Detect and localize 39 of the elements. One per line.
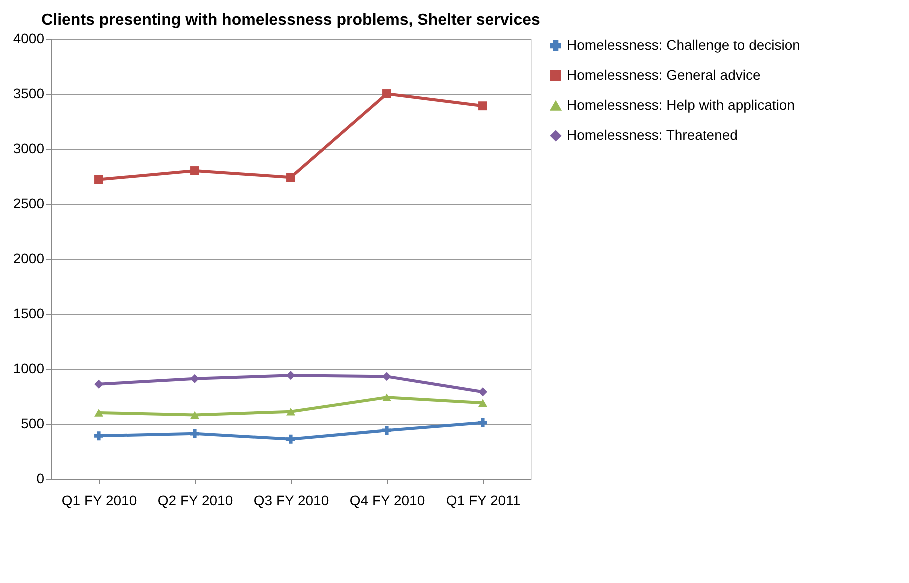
y-tick-label: 1000 xyxy=(13,360,45,376)
point xyxy=(382,394,392,402)
point xyxy=(286,408,296,416)
point xyxy=(94,409,104,417)
point xyxy=(94,175,104,184)
y-tick-label: 4000 xyxy=(13,30,45,46)
point xyxy=(286,434,296,444)
x-tick-label: Q2 FY 2010 xyxy=(158,492,234,508)
y-tick-label: 1500 xyxy=(13,306,45,322)
point xyxy=(190,429,200,438)
x-tick-label: Q4 FY 2010 xyxy=(350,492,426,508)
legend-label: Homelessness: Threatened xyxy=(567,127,738,143)
x-tick-label: Q3 FY 2010 xyxy=(254,492,330,508)
point xyxy=(382,426,392,436)
point xyxy=(94,380,104,389)
y-tick-label: 0 xyxy=(36,470,45,486)
legend-label: Homelessness: Challenge to decision xyxy=(567,37,800,53)
point xyxy=(286,371,296,380)
point xyxy=(478,388,488,397)
point xyxy=(382,90,392,98)
point xyxy=(190,411,200,420)
x-tick-label: Q1 FY 2010 xyxy=(62,492,138,508)
x-tick-label: Q1 FY 2011 xyxy=(446,492,521,508)
point xyxy=(382,372,392,382)
y-tick-label: 2000 xyxy=(13,250,45,266)
point xyxy=(190,166,200,176)
y-tick-label: 500 xyxy=(21,416,45,432)
y-tick-label: 2500 xyxy=(13,196,45,212)
chart-title: Clients presenting with homelessness problems, Shelter services xyxy=(42,12,541,29)
y-tick-label: 3000 xyxy=(13,140,45,156)
point xyxy=(478,102,488,111)
point xyxy=(286,173,296,182)
point xyxy=(94,432,104,441)
point xyxy=(478,399,488,407)
legend-label: Homelessness: Help with application xyxy=(567,97,795,113)
legend-label: Homelessness: General advice xyxy=(567,67,761,83)
y-tick-label: 3500 xyxy=(13,86,45,102)
point xyxy=(478,418,488,428)
point xyxy=(190,374,200,384)
